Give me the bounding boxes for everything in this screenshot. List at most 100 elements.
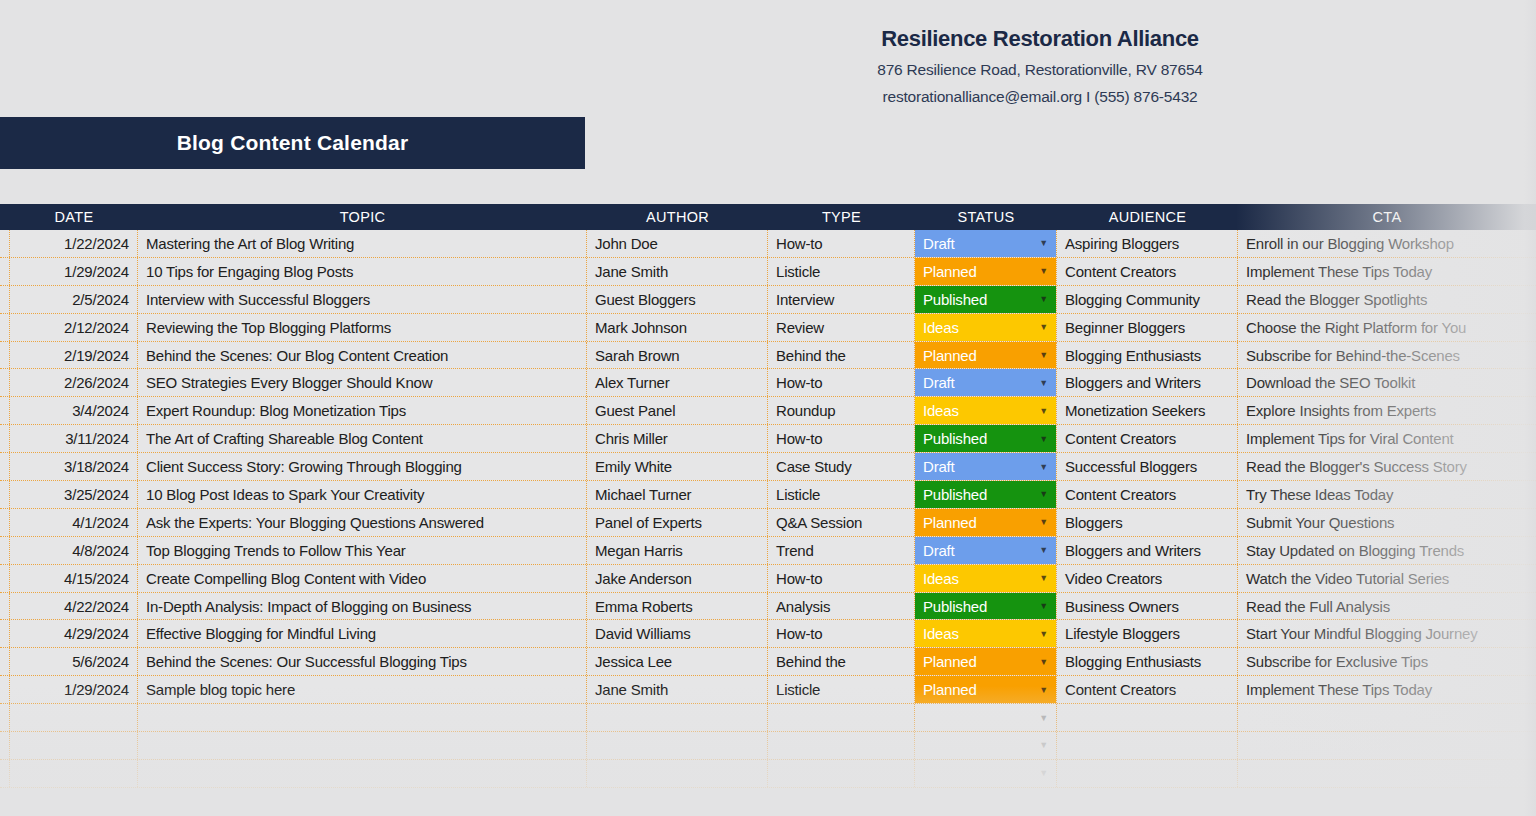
cell-topic[interactable]: In-Depth Analysis: Impact of Blogging on…: [138, 593, 587, 620]
dropdown-arrow-icon[interactable]: ▼: [1039, 266, 1048, 276]
cell-cta[interactable]: Enroll in our Blogging Workshop: [1238, 230, 1536, 257]
cell-type[interactable]: Listicle: [768, 676, 915, 703]
cell-date[interactable]: 5/6/2024: [10, 648, 138, 675]
status-dropdown[interactable]: Published▼: [915, 481, 1056, 508]
status-dropdown[interactable]: Draft▼: [915, 230, 1056, 257]
cell-cta[interactable]: Implement These Tips Today: [1238, 258, 1536, 285]
cell-topic[interactable]: Reviewing the Top Blogging Platforms: [138, 314, 587, 341]
cell-audience[interactable]: Blogging Community: [1057, 286, 1238, 313]
cell-author[interactable]: Jane Smith: [587, 258, 768, 285]
cell-type[interactable]: Q&A Session: [768, 509, 915, 536]
status-dropdown[interactable]: Planned▼: [915, 509, 1056, 536]
cell-author[interactable]: [587, 760, 768, 787]
cell-cta[interactable]: Subscribe for Exclusive Tips: [1238, 648, 1536, 675]
status-dropdown[interactable]: Planned▼: [915, 342, 1056, 369]
cell-topic[interactable]: Ask the Experts: Your Blogging Questions…: [138, 509, 587, 536]
cell-audience[interactable]: Lifestyle Bloggers: [1057, 620, 1238, 647]
cell-date[interactable]: 1/29/2024: [10, 676, 138, 703]
cell-audience[interactable]: Business Owners: [1057, 593, 1238, 620]
cell-type[interactable]: How-to: [768, 425, 915, 452]
dropdown-arrow-icon[interactable]: ▼: [1039, 294, 1048, 304]
cell-topic[interactable]: The Art of Crafting Shareable Blog Conte…: [138, 425, 587, 452]
cell-audience[interactable]: Video Creators: [1057, 565, 1238, 592]
cell-date[interactable]: 4/29/2024: [10, 620, 138, 647]
cell-topic[interactable]: Sample blog topic here: [138, 676, 587, 703]
cell-type[interactable]: [768, 732, 915, 759]
cell-type[interactable]: Listicle: [768, 481, 915, 508]
cell-topic[interactable]: 10 Tips for Engaging Blog Posts: [138, 258, 587, 285]
header-type[interactable]: TYPE: [768, 204, 915, 230]
cell-topic[interactable]: Behind the Scenes: Our Successful Bloggi…: [138, 648, 587, 675]
cell-date[interactable]: [10, 732, 138, 759]
cell-topic[interactable]: [138, 704, 587, 731]
cell-audience[interactable]: [1057, 704, 1238, 731]
status-dropdown[interactable]: Ideas▼: [915, 314, 1056, 341]
cell-cta[interactable]: Submit Your Questions: [1238, 509, 1536, 536]
cell-date[interactable]: 1/22/2024: [10, 230, 138, 257]
status-dropdown[interactable]: Draft▼: [915, 369, 1056, 396]
cell-audience[interactable]: Content Creators: [1057, 676, 1238, 703]
status-dropdown[interactable]: Draft▼: [915, 453, 1056, 480]
cell-audience[interactable]: Bloggers: [1057, 509, 1238, 536]
cell-type[interactable]: Behind the: [768, 342, 915, 369]
status-dropdown[interactable]: Ideas▼: [915, 397, 1056, 424]
cell-status[interactable]: ▼: [915, 760, 1057, 787]
cell-cta[interactable]: Stay Updated on Blogging Trends: [1238, 537, 1536, 564]
cell-type[interactable]: How-to: [768, 369, 915, 396]
dropdown-arrow-icon[interactable]: ▼: [1039, 434, 1048, 444]
cell-date[interactable]: [10, 704, 138, 731]
cell-cta[interactable]: Start Your Mindful Blogging Journey: [1238, 620, 1536, 647]
cell-audience[interactable]: Beginner Bloggers: [1057, 314, 1238, 341]
dropdown-arrow-icon[interactable]: ▼: [1039, 406, 1048, 416]
cell-topic[interactable]: [138, 732, 587, 759]
cell-type[interactable]: [768, 704, 915, 731]
cell-author[interactable]: David Williams: [587, 620, 768, 647]
cell-author[interactable]: Sarah Brown: [587, 342, 768, 369]
cell-audience[interactable]: Bloggers and Writers: [1057, 369, 1238, 396]
cell-author[interactable]: Panel of Experts: [587, 509, 768, 536]
cell-topic[interactable]: Client Success Story: Growing Through Bl…: [138, 453, 587, 480]
cell-author[interactable]: Michael Turner: [587, 481, 768, 508]
status-dropdown[interactable]: Published▼: [915, 425, 1056, 452]
cell-type[interactable]: How-to: [768, 620, 915, 647]
cell-audience[interactable]: Content Creators: [1057, 258, 1238, 285]
cell-author[interactable]: Megan Harris: [587, 537, 768, 564]
cell-topic[interactable]: Create Compelling Blog Content with Vide…: [138, 565, 587, 592]
status-dropdown[interactable]: Published▼: [915, 593, 1056, 620]
header-cta[interactable]: CTA: [1238, 204, 1536, 230]
cell-audience[interactable]: Content Creators: [1057, 481, 1238, 508]
cell-type[interactable]: Review: [768, 314, 915, 341]
cell-status[interactable]: ▼: [915, 732, 1057, 759]
cell-date[interactable]: 2/19/2024: [10, 342, 138, 369]
cell-date[interactable]: 1/29/2024: [10, 258, 138, 285]
cell-author[interactable]: Chris Miller: [587, 425, 768, 452]
cell-cta[interactable]: Read the Blogger's Success Story: [1238, 453, 1536, 480]
cell-author[interactable]: Emily White: [587, 453, 768, 480]
status-dropdown[interactable]: Planned▼: [915, 258, 1056, 285]
cell-cta[interactable]: [1238, 732, 1536, 759]
header-date[interactable]: DATE: [10, 204, 138, 230]
dropdown-arrow-icon[interactable]: ▼: [1039, 489, 1048, 499]
dropdown-arrow-icon[interactable]: ▼: [1039, 322, 1048, 332]
cell-author[interactable]: [587, 732, 768, 759]
cell-audience[interactable]: Aspiring Bloggers: [1057, 230, 1238, 257]
cell-topic[interactable]: SEO Strategies Every Blogger Should Know: [138, 369, 587, 396]
cell-topic[interactable]: Top Blogging Trends to Follow This Year: [138, 537, 587, 564]
cell-type[interactable]: [768, 760, 915, 787]
cell-type[interactable]: Trend: [768, 537, 915, 564]
cell-type[interactable]: Case Study: [768, 453, 915, 480]
cell-type[interactable]: How-to: [768, 565, 915, 592]
cell-date[interactable]: 3/25/2024: [10, 481, 138, 508]
cell-type[interactable]: Behind the: [768, 648, 915, 675]
cell-cta[interactable]: Subscribe for Behind-the-Scenes: [1238, 342, 1536, 369]
dropdown-arrow-icon[interactable]: ▼: [1039, 629, 1048, 639]
dropdown-arrow-icon[interactable]: ▼: [1039, 573, 1048, 583]
status-dropdown[interactable]: Published▼: [915, 286, 1056, 313]
cell-cta[interactable]: Implement These Tips Today: [1238, 676, 1536, 703]
cell-author[interactable]: Guest Bloggers: [587, 286, 768, 313]
cell-cta[interactable]: Read the Blogger Spotlights: [1238, 286, 1536, 313]
cell-date[interactable]: [10, 760, 138, 787]
cell-date[interactable]: 3/18/2024: [10, 453, 138, 480]
cell-date[interactable]: 3/11/2024: [10, 425, 138, 452]
cell-date[interactable]: 2/5/2024: [10, 286, 138, 313]
